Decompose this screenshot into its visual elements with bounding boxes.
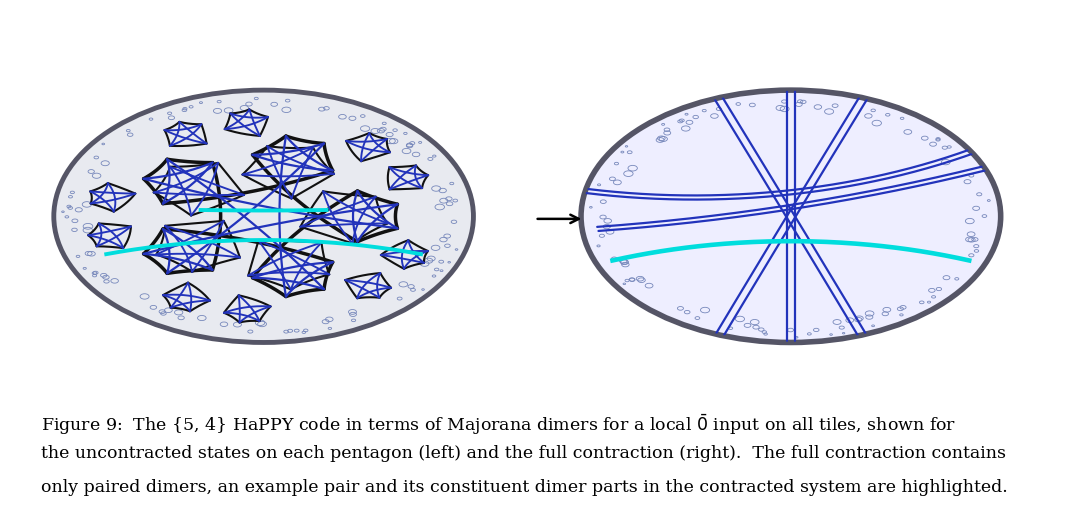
Text: only paired dimers, an example pair and its constituent dimer parts in the contr: only paired dimers, an example pair and … <box>41 479 1007 496</box>
Ellipse shape <box>54 90 473 342</box>
Ellipse shape <box>581 90 1001 342</box>
Text: Figure 9:  The {5, 4} HaPPY code in terms of Majorana dimers for a local $\bar{0: Figure 9: The {5, 4} HaPPY code in terms… <box>41 412 957 437</box>
Text: the uncontracted states on each pentagon (left) and the full contraction (right): the uncontracted states on each pentagon… <box>41 445 1006 462</box>
